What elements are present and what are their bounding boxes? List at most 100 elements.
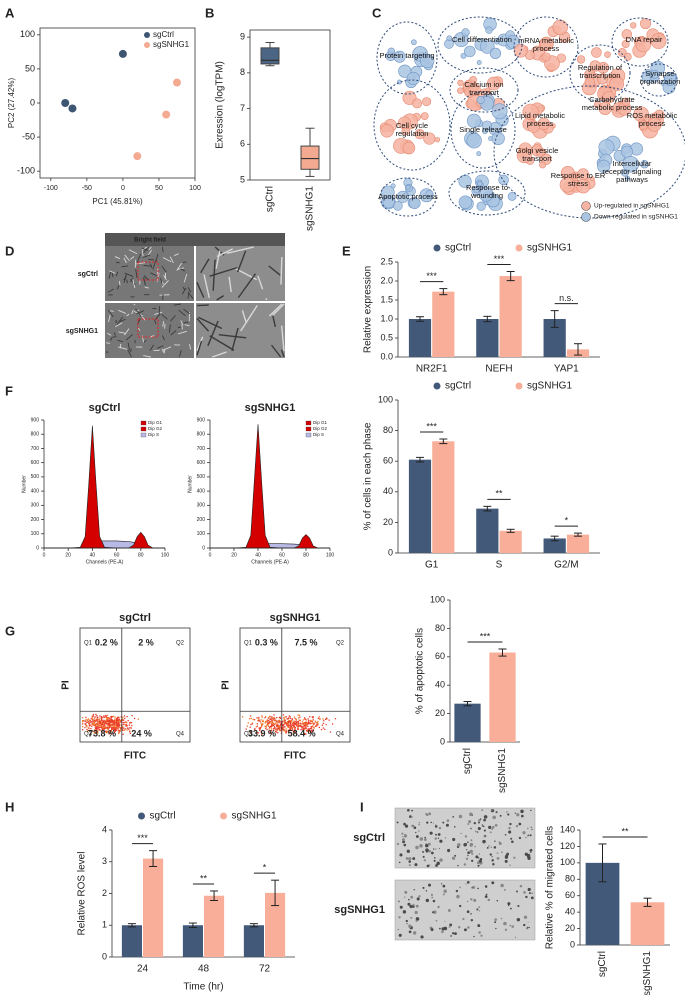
event-dot [131, 724, 133, 727]
event-dot [264, 722, 266, 724]
event-dot [294, 731, 296, 733]
cell-dot [412, 931, 417, 935]
cell-dot [439, 827, 441, 829]
event-dot [106, 720, 109, 723]
event-dot [290, 723, 292, 726]
event-dot [129, 730, 131, 732]
term-label: mRNA metabolic process [518, 36, 574, 53]
event-dot [126, 725, 128, 727]
event-dot [328, 719, 330, 721]
x-tick-label: G1 [425, 560, 439, 571]
event-dot [273, 724, 275, 726]
event-dot [266, 719, 268, 721]
cell-dot [428, 883, 432, 887]
event-dot [307, 728, 309, 730]
cell-dot [398, 916, 401, 919]
cell-texture [162, 321, 165, 327]
cell-dot [448, 926, 451, 928]
event-dot [117, 728, 119, 730]
term-bubble [527, 120, 540, 133]
quadrant-label: Q3 [244, 732, 253, 738]
cell-dot [414, 910, 418, 915]
cell-texture [143, 264, 152, 267]
event-dot [302, 729, 304, 731]
event-dot [297, 717, 300, 719]
event-dot [102, 728, 104, 731]
event-dot [115, 719, 117, 722]
event-dot [123, 722, 125, 724]
event-dot [85, 719, 88, 721]
event-dot [318, 726, 320, 729]
term-bubble [664, 72, 676, 84]
cell-dot [518, 822, 522, 826]
event-dot [293, 726, 295, 728]
quadrant-label: Q1 [244, 641, 253, 647]
event-dot [115, 718, 118, 720]
cell-dot [520, 809, 524, 814]
y-tick-label: 40 [383, 486, 393, 496]
term-bubble [392, 200, 403, 211]
event-dot [321, 724, 324, 726]
event-dot [303, 724, 306, 727]
event-dot [116, 723, 118, 725]
event-dot [108, 717, 110, 719]
term-bubble [621, 29, 633, 40]
event-dot [110, 720, 112, 722]
event-dot [125, 724, 128, 726]
cell-texture [161, 314, 168, 320]
event-dot [298, 723, 300, 725]
x-tick-label: sgCtrl [462, 748, 473, 774]
event-dot [268, 716, 270, 719]
event-dot [92, 723, 94, 726]
event-dot [98, 719, 100, 721]
event-dot [104, 721, 106, 723]
event-dot [284, 716, 286, 718]
cell-dot [509, 864, 511, 866]
event-dot [311, 720, 313, 722]
cell-dot [485, 893, 488, 896]
cell-dot [527, 887, 531, 892]
event-dot [261, 724, 263, 726]
y-tick-label: 0.5 [380, 332, 393, 342]
cell-dot [498, 842, 502, 846]
event-dot [111, 721, 114, 723]
cell-dot [448, 850, 450, 853]
event-dot [91, 725, 93, 727]
cell-texture [149, 344, 154, 351]
cell-texture [241, 310, 248, 324]
event-dot [283, 730, 285, 732]
term-bubble [464, 45, 476, 58]
phase-area [44, 531, 165, 549]
event-dot [96, 730, 99, 732]
cell-texture [116, 316, 124, 325]
event-dot [308, 719, 310, 722]
event-dot [125, 725, 127, 727]
y-tick-label: 120 [560, 841, 575, 851]
event-dot [314, 725, 317, 727]
event-dot [84, 726, 86, 729]
term-bubble [640, 160, 649, 169]
event-dot [322, 722, 325, 725]
term-bubble [576, 55, 586, 64]
event-dot [301, 728, 303, 730]
cell-texture [143, 355, 152, 358]
cell-texture [113, 332, 116, 336]
event-dot [271, 720, 273, 723]
cell-dot [442, 893, 445, 896]
quadrant-percentage: 33.9 % [248, 728, 276, 738]
term-bubble [522, 103, 539, 120]
event-dot [94, 724, 96, 726]
event-dot [310, 720, 312, 723]
cell-dot [408, 930, 412, 934]
legend-marker [433, 244, 441, 252]
event-dot [109, 724, 111, 726]
cell-dot [489, 831, 492, 834]
event-dot [85, 716, 87, 719]
y-tick-label: 900 [31, 417, 40, 423]
event-dot [242, 716, 244, 718]
event-dot [97, 720, 99, 722]
cell-dot [487, 898, 491, 902]
x-tick-label: 80 [138, 552, 144, 558]
cell-dot [402, 910, 407, 914]
